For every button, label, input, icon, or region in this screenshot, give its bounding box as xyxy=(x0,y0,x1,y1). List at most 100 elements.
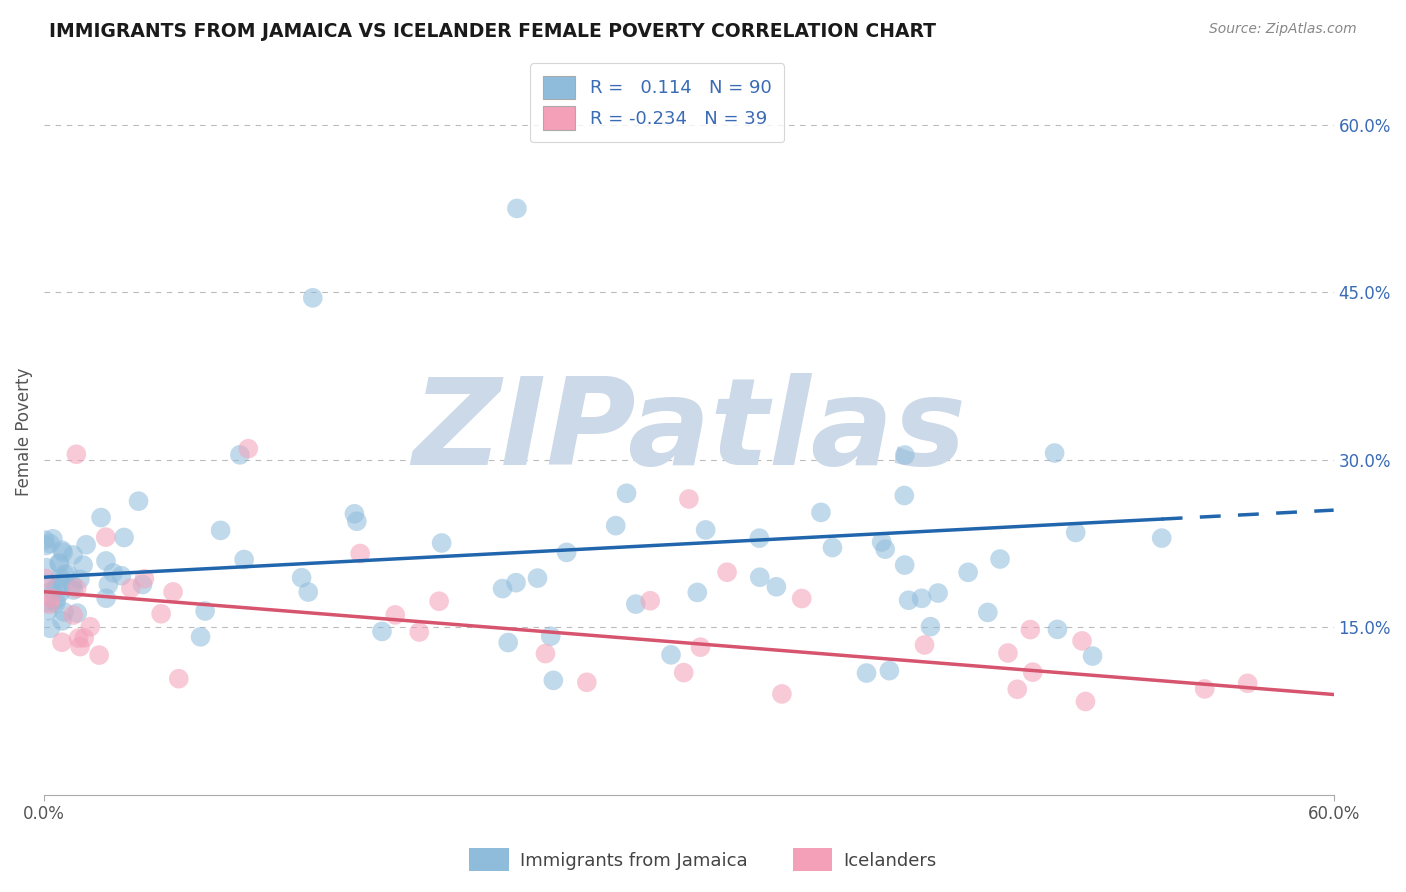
Point xyxy=(69,640,91,654)
Point xyxy=(194,604,217,618)
Point xyxy=(748,531,770,545)
Text: Source: ZipAtlas.com: Source: ZipAtlas.com xyxy=(1209,22,1357,37)
Point xyxy=(1081,648,1104,663)
Point xyxy=(555,545,578,559)
Point xyxy=(112,531,135,545)
Point xyxy=(910,591,932,606)
Point xyxy=(35,560,58,574)
Point xyxy=(1071,633,1094,648)
Point xyxy=(75,538,97,552)
Point xyxy=(209,524,232,538)
Point xyxy=(72,558,94,573)
Point xyxy=(695,523,717,537)
Point xyxy=(94,554,117,568)
Point xyxy=(67,631,90,645)
Point xyxy=(914,638,936,652)
Point xyxy=(927,586,949,600)
Point xyxy=(56,566,79,581)
Point xyxy=(977,606,1000,620)
Point xyxy=(297,585,319,599)
Point xyxy=(48,557,70,571)
Point xyxy=(69,572,91,586)
Point xyxy=(624,597,647,611)
Point xyxy=(770,687,793,701)
Point xyxy=(1019,623,1042,637)
Point xyxy=(120,581,142,595)
Point xyxy=(1007,682,1029,697)
Point xyxy=(97,577,120,591)
Point xyxy=(34,533,56,547)
Point xyxy=(62,582,84,597)
Point xyxy=(346,514,368,528)
Point xyxy=(408,625,430,640)
Point xyxy=(605,518,627,533)
Point xyxy=(427,594,450,608)
Point xyxy=(62,548,84,562)
Point xyxy=(765,580,787,594)
Point xyxy=(893,489,915,503)
Point xyxy=(638,593,661,607)
Point xyxy=(875,542,897,557)
Point xyxy=(716,565,738,579)
Point xyxy=(134,572,156,586)
Point xyxy=(1022,665,1045,680)
Point xyxy=(1043,446,1066,460)
Point xyxy=(870,535,893,549)
Point xyxy=(39,591,62,605)
Point xyxy=(150,607,173,621)
Point xyxy=(1064,525,1087,540)
Point xyxy=(233,552,256,566)
Point xyxy=(897,593,920,607)
Point xyxy=(384,607,406,622)
Point xyxy=(35,595,58,609)
Point xyxy=(41,584,63,599)
Point xyxy=(66,582,89,596)
Point xyxy=(689,640,711,655)
Point xyxy=(101,566,124,580)
Point xyxy=(1046,623,1069,637)
Point xyxy=(1194,681,1216,696)
Point xyxy=(748,570,770,584)
Point xyxy=(810,505,832,519)
Point xyxy=(616,486,638,500)
Point xyxy=(90,510,112,524)
Point xyxy=(66,606,89,620)
Point xyxy=(920,620,942,634)
Point xyxy=(290,571,312,585)
Point xyxy=(110,568,132,582)
Point xyxy=(51,543,73,558)
Point xyxy=(855,666,877,681)
Point xyxy=(45,596,67,610)
Point xyxy=(371,624,394,639)
Point xyxy=(1074,694,1097,708)
Point xyxy=(52,545,75,559)
Point xyxy=(997,646,1019,660)
Point xyxy=(38,597,60,611)
Point xyxy=(678,491,700,506)
Point xyxy=(238,442,260,456)
Point xyxy=(879,664,901,678)
Point xyxy=(37,604,59,618)
Legend: Immigrants from Jamaica, Icelanders: Immigrants from Jamaica, Icelanders xyxy=(463,841,943,879)
Point xyxy=(988,552,1011,566)
Point xyxy=(430,536,453,550)
Point xyxy=(51,575,73,590)
Point xyxy=(491,582,513,596)
Text: ZIPatlas: ZIPatlas xyxy=(412,374,966,491)
Point xyxy=(53,567,76,582)
Point xyxy=(821,541,844,555)
Point xyxy=(190,630,212,644)
Point xyxy=(62,608,84,623)
Point xyxy=(167,672,190,686)
Point xyxy=(65,447,87,461)
Point xyxy=(131,577,153,591)
Y-axis label: Female Poverty: Female Poverty xyxy=(15,368,32,496)
Point xyxy=(575,675,598,690)
Point xyxy=(51,614,73,628)
Point xyxy=(162,585,184,599)
Point xyxy=(48,556,70,570)
Point xyxy=(686,585,709,599)
Point xyxy=(1150,531,1173,545)
Point xyxy=(672,665,695,680)
Point xyxy=(53,605,76,619)
